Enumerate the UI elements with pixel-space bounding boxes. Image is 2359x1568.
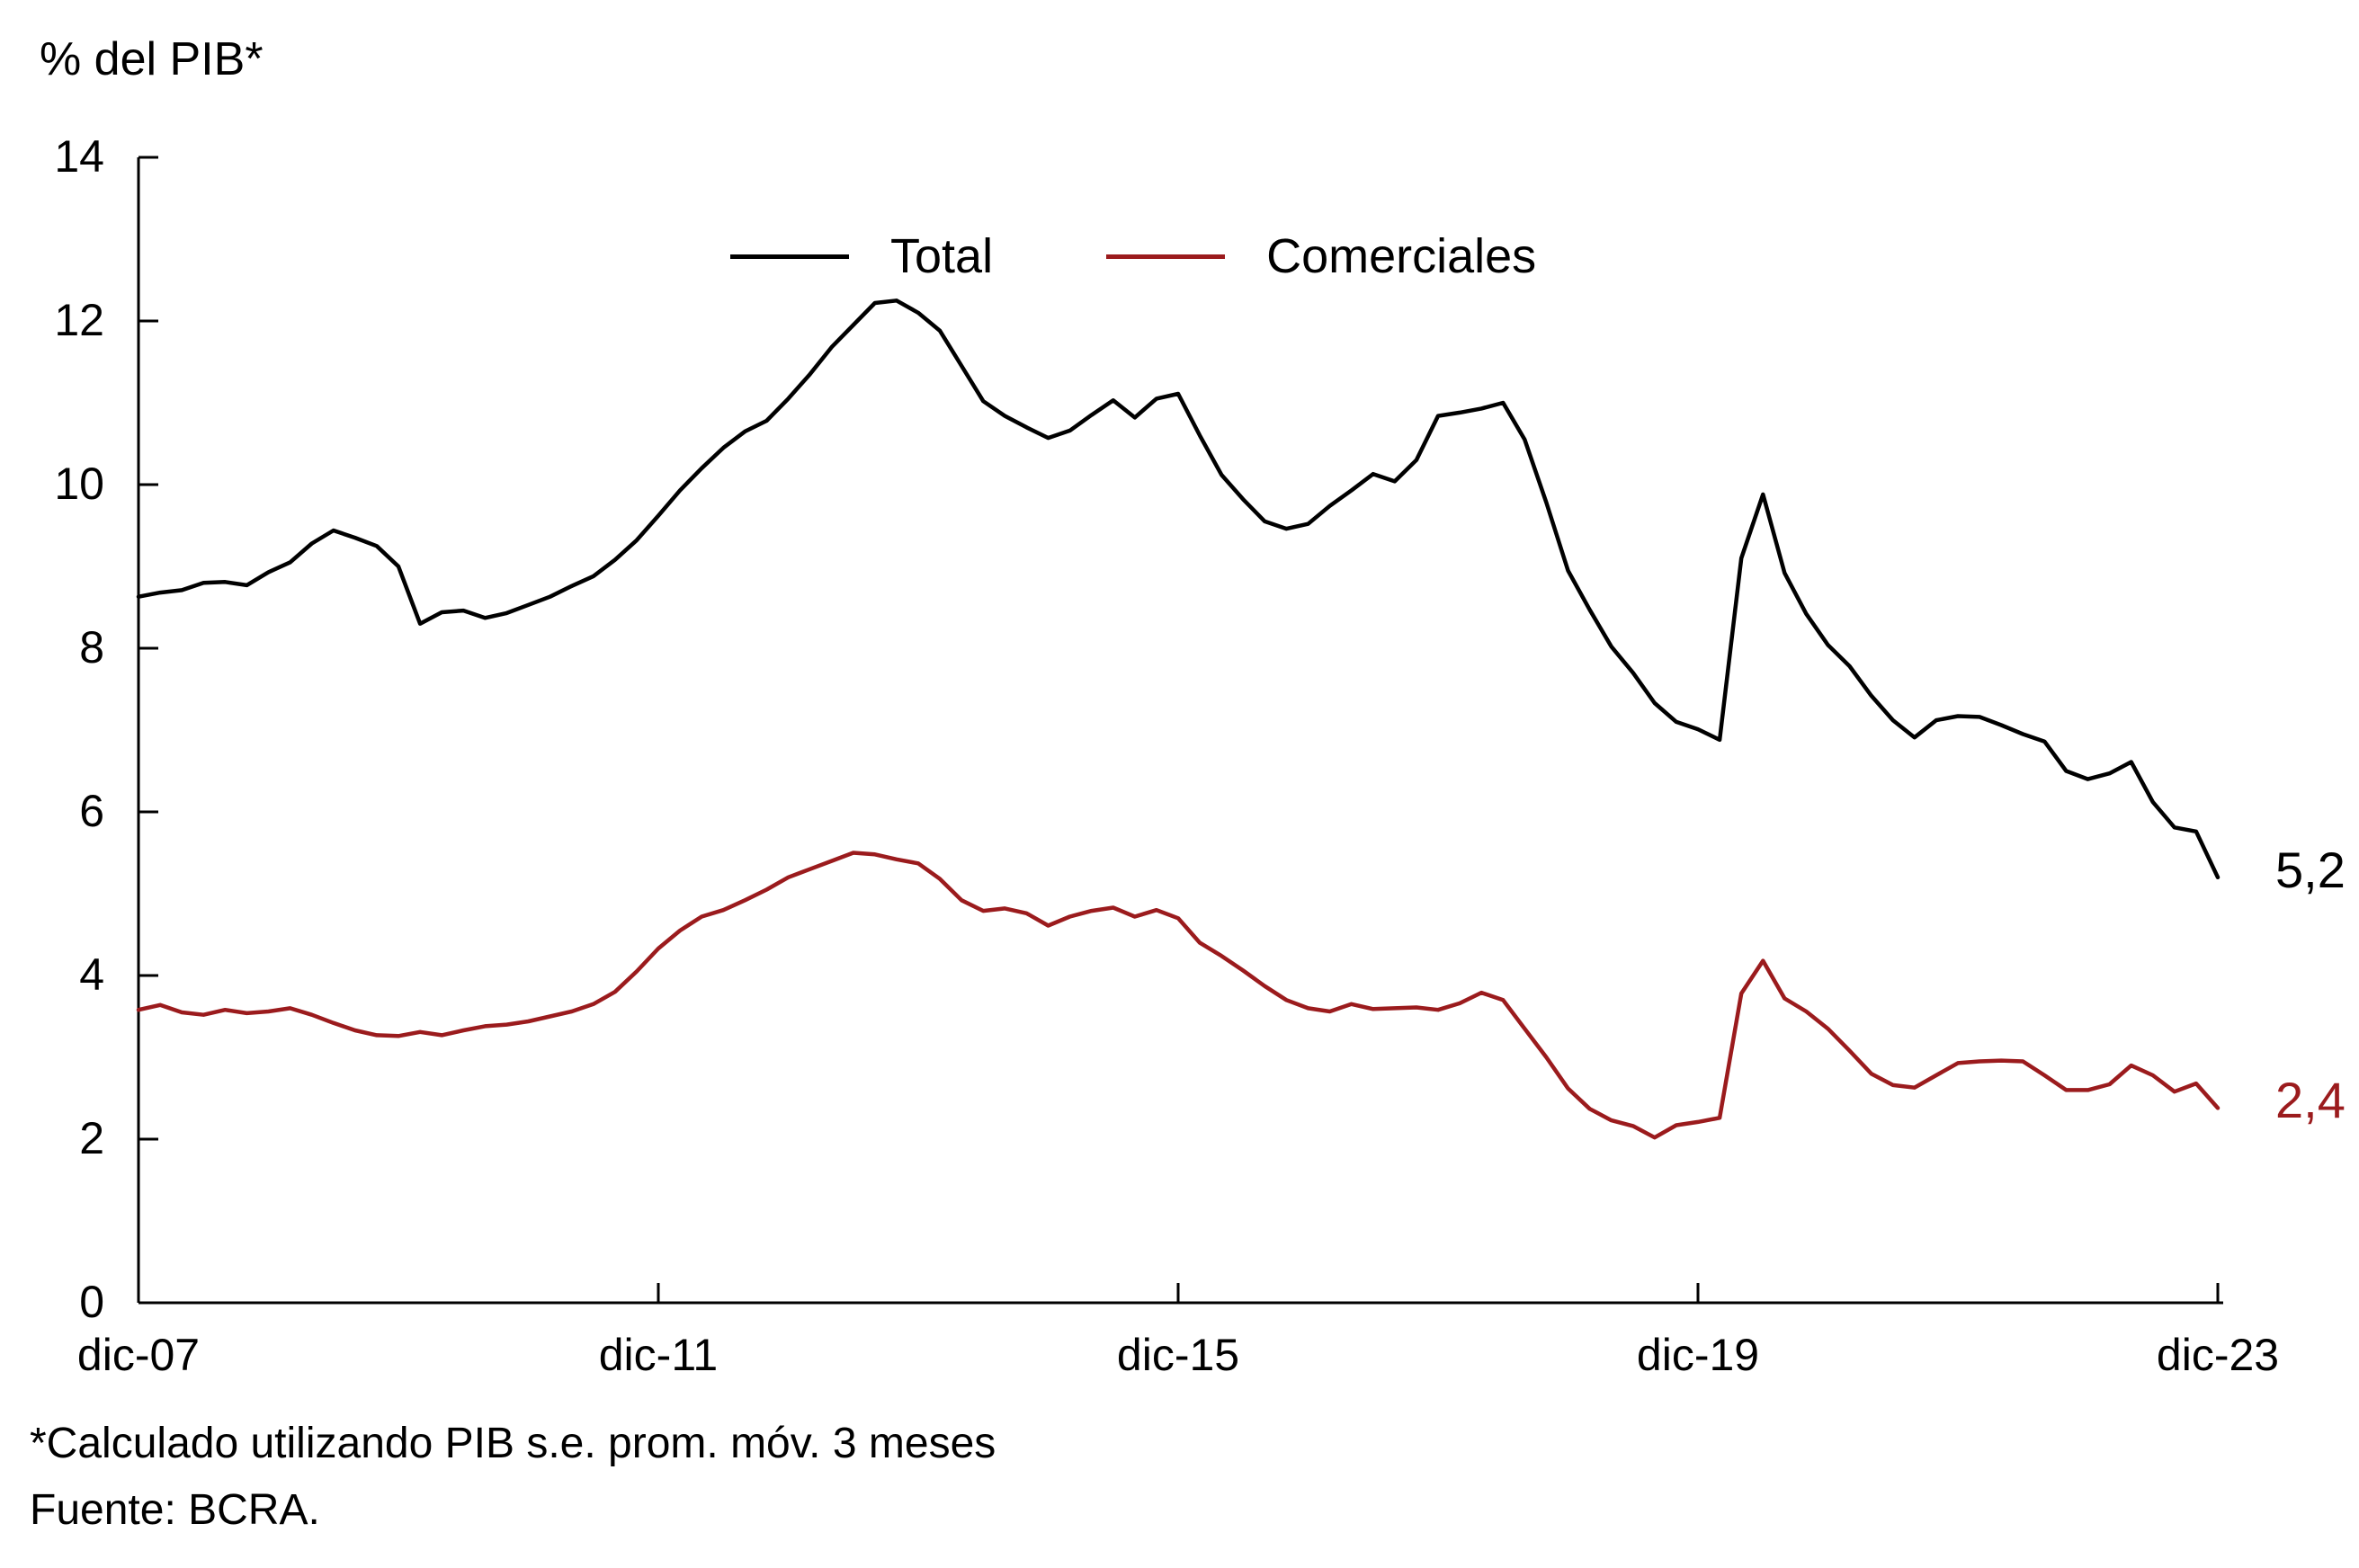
y-tick-label-4: 4 xyxy=(79,949,104,1000)
footnote-calculation: *Calculado utilizando PIB s.e. prom. móv… xyxy=(30,1420,996,1467)
y-tick-label-12: 12 xyxy=(54,295,104,345)
y-tick-label-8: 8 xyxy=(79,622,104,673)
total-legend-line-icon xyxy=(730,254,849,259)
comerciales-legend-line-icon xyxy=(1106,254,1226,259)
axes xyxy=(137,156,2223,1305)
x-tick-label-dic-11: dic-11 xyxy=(598,1330,719,1380)
comerciales-line xyxy=(136,851,2220,1140)
legend: Total Comerciales xyxy=(730,227,1536,286)
total-end-value-label: 5,2 xyxy=(2275,842,2346,898)
y-tick-label-6: 6 xyxy=(79,786,104,836)
legend-label-total: Total xyxy=(890,229,994,283)
comerciales-end-value-label: 2,4 xyxy=(2275,1072,2346,1128)
x-tick-label-dic-07: dic-07 xyxy=(76,1330,201,1380)
y-tick-label-14: 14 xyxy=(54,131,104,182)
y-tick-label-0: 0 xyxy=(79,1277,104,1327)
total-line xyxy=(136,298,2220,880)
x-tick-label-dic-15: dic-15 xyxy=(1116,1330,1240,1380)
y-tick-label-2: 2 xyxy=(79,1113,104,1163)
chart-title: % del PIB* xyxy=(40,33,264,85)
x-tick-label-dic-23: dic-23 xyxy=(2156,1330,2280,1380)
legend-label-comerciales: Comerciales xyxy=(1266,229,1537,283)
x-tick-label-dic-19: dic-19 xyxy=(1636,1330,1760,1380)
y-tick-label-10: 10 xyxy=(54,459,104,509)
footnote-source: Fuente: BCRA. xyxy=(30,1486,320,1534)
